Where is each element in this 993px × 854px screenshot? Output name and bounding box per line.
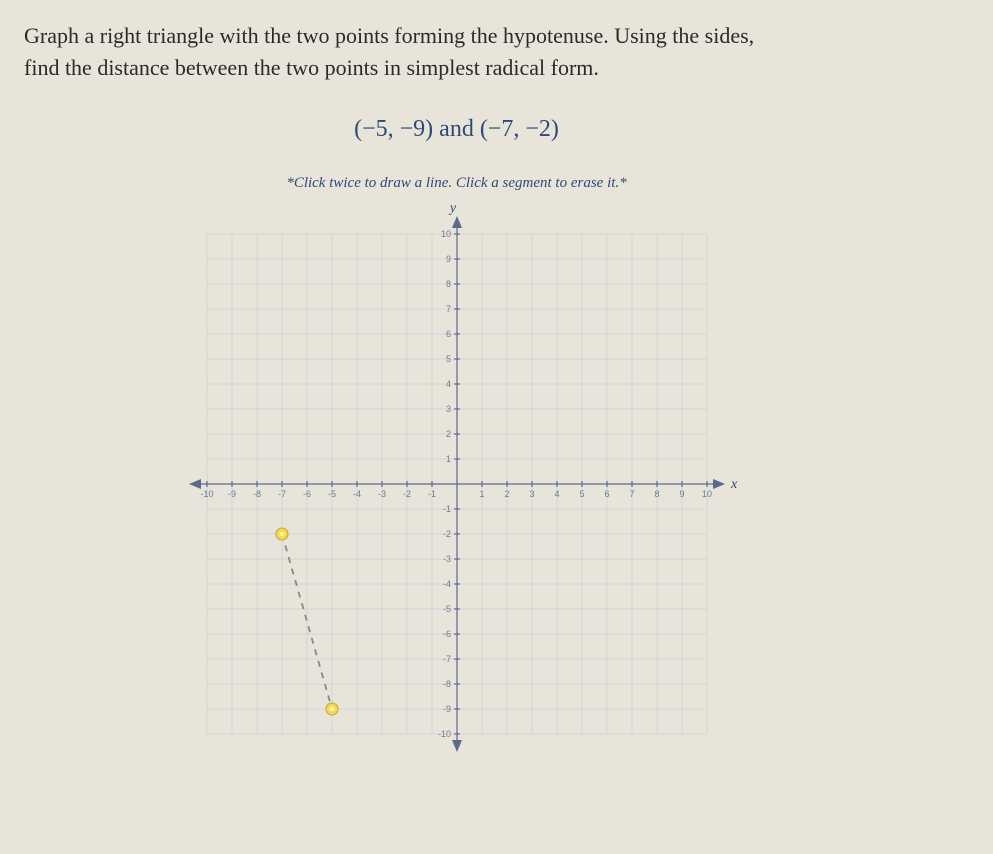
y-tick-label: -3: [442, 554, 450, 564]
y-tick-label: -10: [437, 729, 450, 739]
y-tick-label: -2: [442, 529, 450, 539]
y-tick-label: -5: [442, 604, 450, 614]
y-tick-label: -8: [442, 679, 450, 689]
x-tick-label: 6: [604, 489, 609, 499]
y-tick-label: -9: [442, 704, 450, 714]
x-axis-label: x: [730, 477, 738, 492]
y-tick-label: 3: [445, 404, 450, 414]
x-tick-label: -5: [327, 489, 335, 499]
y-tick-label: 4: [445, 379, 450, 389]
y-tick-label: 10: [440, 229, 450, 239]
x-tick-label: 9: [679, 489, 684, 499]
y-tick-label: -6: [442, 629, 450, 639]
x-tick-label: -7: [277, 489, 285, 499]
x-tick-label: 2: [504, 489, 509, 499]
x-tick-label: 1: [479, 489, 484, 499]
x-tick-label: -10: [200, 489, 213, 499]
x-tick-label: -3: [377, 489, 385, 499]
x-tick-label: -9: [227, 489, 235, 499]
y-tick-label: -7: [442, 654, 450, 664]
question-text: Graph a right triangle with the two poin…: [24, 20, 969, 84]
x-tick-label: -1: [427, 489, 435, 499]
instruction-text: *Click twice to draw a line. Click a seg…: [0, 175, 969, 192]
x-tick-label: 8: [654, 489, 659, 499]
y-axis-label: y: [447, 204, 456, 216]
x-tick-label: 10: [701, 489, 711, 499]
y-tick-label: 9: [445, 254, 450, 264]
x-tick-label: 7: [629, 489, 634, 499]
x-tick-label: 3: [529, 489, 534, 499]
y-tick-label: 6: [445, 329, 450, 339]
y-tick-label: 2: [445, 429, 450, 439]
y-tick-label: 1: [445, 454, 450, 464]
graph-container: x y -10 -9 -8 -7 -6 -5 -4 -3 -2 -1 1 2 3 4 5 6 7 8 9 10 -10 -9 -…: [0, 204, 969, 764]
y-tick-label: 5: [445, 354, 450, 364]
coordinate-plane[interactable]: x y -10 -9 -8 -7 -6 -5 -4 -3 -2 -1 1 2 3 4 5 6 7 8 9 10 -10 -9 -…: [167, 204, 747, 764]
x-tick-label: -6: [302, 489, 310, 499]
y-tick-label: 7: [445, 304, 450, 314]
y-tick-label: -4: [442, 579, 450, 589]
x-tick-label: -8: [252, 489, 260, 499]
x-tick-label: 4: [554, 489, 559, 499]
question-line-1: Graph a right triangle with the two poin…: [24, 23, 754, 48]
y-tick-label: 8: [445, 279, 450, 289]
x-tick-label: -4: [352, 489, 360, 499]
question-line-2: find the distance between the two points…: [24, 55, 599, 80]
y-tick-label: -1: [442, 504, 450, 514]
x-tick-label: -2: [402, 489, 410, 499]
points-display: (−5, −9) and (−7, −2): [0, 116, 969, 143]
x-tick-label: 5: [579, 489, 584, 499]
